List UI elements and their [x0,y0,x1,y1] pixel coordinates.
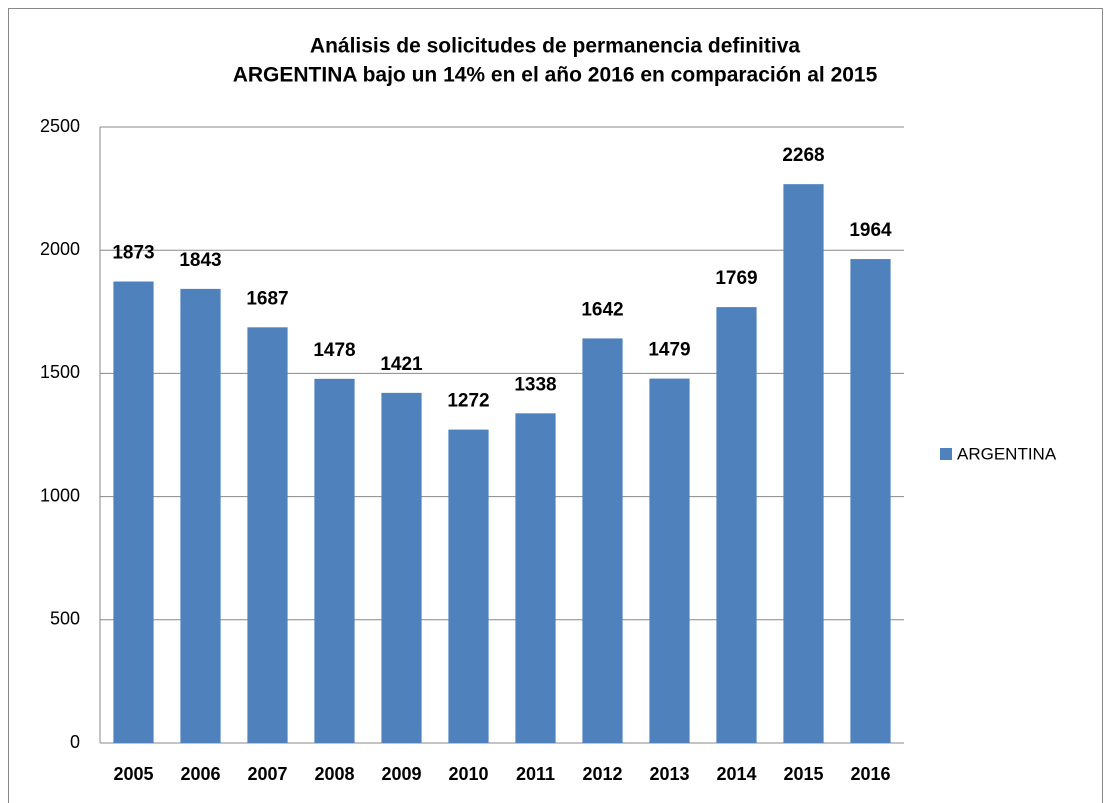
x-tick-label: 2013 [649,764,689,784]
bar [783,184,824,743]
data-label: 1769 [715,268,757,289]
data-label: 1687 [246,288,288,309]
x-tick-label: 2016 [850,764,890,784]
data-label: 1843 [179,250,221,271]
data-label: 1338 [514,374,556,395]
chart-title: Análisis de solicitudes de permanencia d… [310,35,800,58]
legend-label: ARGENTINA [957,444,1057,463]
x-tick-label: 2008 [314,764,354,784]
data-label: 1873 [112,243,154,264]
bar [649,378,690,743]
data-label: 2268 [782,145,824,166]
y-tick-label: 1500 [40,362,80,382]
x-tick-label: 2011 [516,764,555,784]
y-tick-label: 0 [70,732,80,752]
x-tick-label: 2007 [247,764,287,784]
y-tick-label: 1000 [40,485,80,505]
bar [180,288,221,743]
legend-swatch [940,448,952,460]
y-tick-label: 2000 [40,239,80,259]
bar [716,307,757,743]
data-label: 1642 [581,299,623,320]
bar [582,338,623,743]
data-label: 1964 [849,220,892,241]
chart-title: ARGENTINA bajo un 14% en el año 2016 en … [233,64,878,87]
y-tick-label: 500 [50,609,80,629]
data-label: 1272 [447,391,489,412]
bar [850,259,891,743]
bar [314,378,355,743]
x-tick-label: 2014 [716,764,756,784]
x-tick-label: 2006 [180,764,220,784]
bar [515,413,556,743]
x-tick-label: 2009 [381,764,421,784]
x-tick-label: 2012 [582,764,622,784]
x-tick-label: 2015 [783,764,823,784]
bar [113,281,154,743]
y-tick-label: 2500 [40,116,80,136]
x-tick-label: 2005 [113,764,153,784]
data-label: 1478 [313,340,355,361]
x-tick-label: 2010 [448,764,488,784]
data-label: 1479 [648,340,690,361]
data-label: 1421 [380,354,423,375]
bar [247,327,288,743]
bar [448,429,489,743]
bar [381,392,422,743]
